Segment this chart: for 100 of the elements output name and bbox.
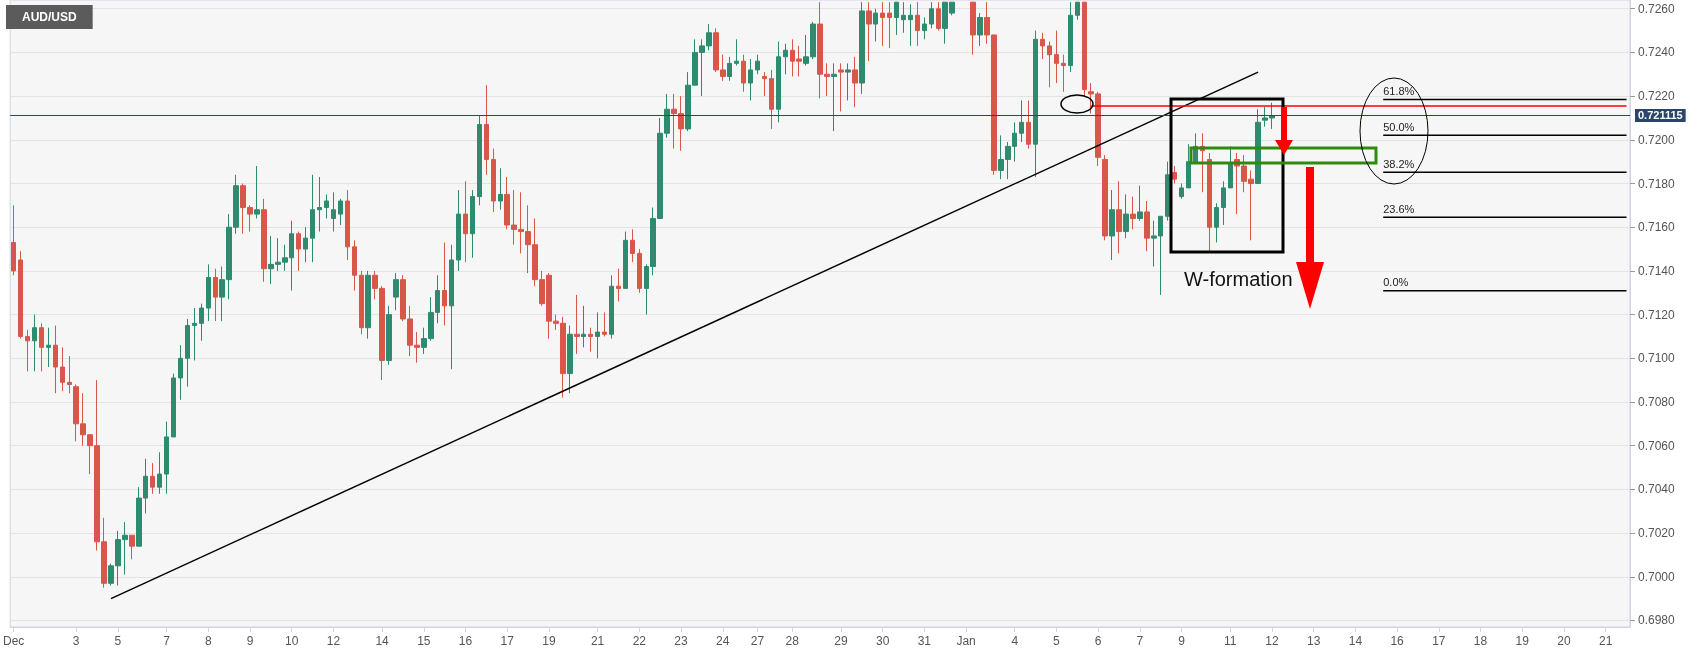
candlestick — [769, 69, 774, 130]
candlestick — [1172, 165, 1177, 185]
candlestick — [67, 355, 72, 394]
candlestick — [1130, 196, 1136, 230]
candlestick — [970, 1, 976, 56]
x-tick-label: 7 — [163, 634, 171, 648]
x-tick-label: 29 — [834, 634, 848, 648]
candlestick — [164, 421, 169, 495]
candlestick — [1221, 180, 1226, 226]
x-tick-label: 3 — [72, 634, 80, 648]
x-tick-label: 28 — [785, 634, 800, 648]
candlestick — [199, 303, 204, 342]
annotation: W-formation — [1184, 268, 1293, 291]
candlestick — [1040, 32, 1045, 60]
candlestick — [25, 329, 30, 372]
candlestick — [602, 311, 607, 337]
candlestick — [53, 325, 58, 394]
candlestick — [741, 54, 746, 93]
y-tick-label: 0.7040 — [1638, 482, 1676, 497]
candlestick — [1116, 180, 1122, 254]
x-tick-label: 14 — [375, 634, 390, 648]
candlestick — [365, 270, 371, 340]
x-tick-label: 12 — [326, 634, 341, 648]
candlestick — [11, 204, 16, 276]
candlestick — [831, 62, 837, 132]
candlestick — [1123, 193, 1129, 239]
x-tick-label: 21 — [590, 634, 605, 648]
candlestick — [470, 189, 475, 259]
candlestick — [157, 451, 162, 495]
x-tick-label: 30 — [875, 634, 890, 648]
candlestick — [477, 115, 482, 206]
x-tick-label: 13 — [1307, 634, 1321, 648]
candlestick — [1047, 41, 1052, 88]
candlestick — [296, 231, 301, 272]
x-tick-label: 6 — [1094, 634, 1102, 648]
candlestick — [887, 1, 892, 49]
candlestick — [1214, 202, 1219, 243]
candlestick — [901, 1, 906, 34]
candlestick — [359, 270, 364, 335]
candlestick — [213, 268, 218, 322]
y-tick-label: 0.7180 — [1638, 176, 1676, 191]
candlestick — [18, 250, 23, 340]
x-tick-label: 5 — [1053, 634, 1061, 648]
x-tick-label: Jan — [956, 634, 976, 648]
x-tick-label: 14 — [1348, 634, 1363, 648]
x-tick-label: 11 — [1224, 634, 1237, 648]
candlestick — [1102, 154, 1108, 241]
x-tick-label: 20 — [1557, 634, 1571, 648]
candlestick — [1137, 185, 1143, 222]
candlestick — [386, 305, 392, 366]
y-tick-label: 0.7060 — [1638, 438, 1676, 453]
candlestick — [616, 268, 621, 302]
candlestick — [567, 325, 573, 394]
candlestick — [852, 56, 858, 108]
candlestick — [491, 148, 496, 213]
candlestick — [748, 58, 753, 101]
candlestick — [727, 56, 732, 82]
candlestick — [449, 244, 454, 370]
candlestick — [880, 1, 885, 47]
candlestick — [1061, 54, 1066, 93]
series-label: 38.2% — [1383, 157, 1415, 170]
x-tick-label: 8 — [204, 634, 212, 648]
candlestick — [908, 3, 913, 47]
candlestick — [46, 327, 51, 368]
candlestick — [324, 193, 329, 219]
candlestick — [178, 344, 183, 401]
candlestick — [1068, 1, 1073, 73]
x-tick-label: 10 — [285, 634, 299, 648]
candlestick — [1255, 108, 1261, 185]
candlestick — [1165, 161, 1170, 222]
candlestick — [915, 1, 920, 47]
x-tick-label: 22 — [632, 634, 647, 648]
candlestick — [574, 294, 580, 355]
candlestick — [393, 272, 399, 311]
candlestick — [1186, 143, 1191, 189]
y-tick-label: 0.7160 — [1638, 220, 1676, 235]
series-label: 23.6% — [1383, 202, 1415, 215]
y-tick-label: 0.7140 — [1638, 263, 1676, 278]
candlestick — [1144, 200, 1150, 252]
candlestick — [845, 62, 851, 101]
x-tick-label: 17 — [500, 634, 515, 648]
candlestick — [310, 174, 315, 263]
ref-line-label: 0.721115 — [1638, 109, 1683, 122]
text: AUD/USD — [22, 10, 77, 24]
candlestick — [60, 346, 65, 392]
candlestick — [1082, 1, 1087, 97]
candlestick — [783, 43, 788, 75]
x-tick-label: 19 — [1515, 634, 1530, 648]
x-tick-label: 7 — [1136, 634, 1144, 648]
series-label: 61.8% — [1383, 84, 1415, 97]
x-tick-label: 16 — [458, 634, 473, 648]
candlestick — [922, 16, 927, 40]
candlestick — [623, 231, 628, 289]
candlestick — [859, 1, 865, 95]
candlestick — [345, 189, 350, 261]
candlestick — [352, 239, 357, 292]
x-tick-label: 5 — [114, 634, 122, 648]
y-tick-label: 0.7000 — [1638, 569, 1676, 584]
candlestick — [261, 198, 267, 283]
candlestick — [873, 8, 878, 43]
